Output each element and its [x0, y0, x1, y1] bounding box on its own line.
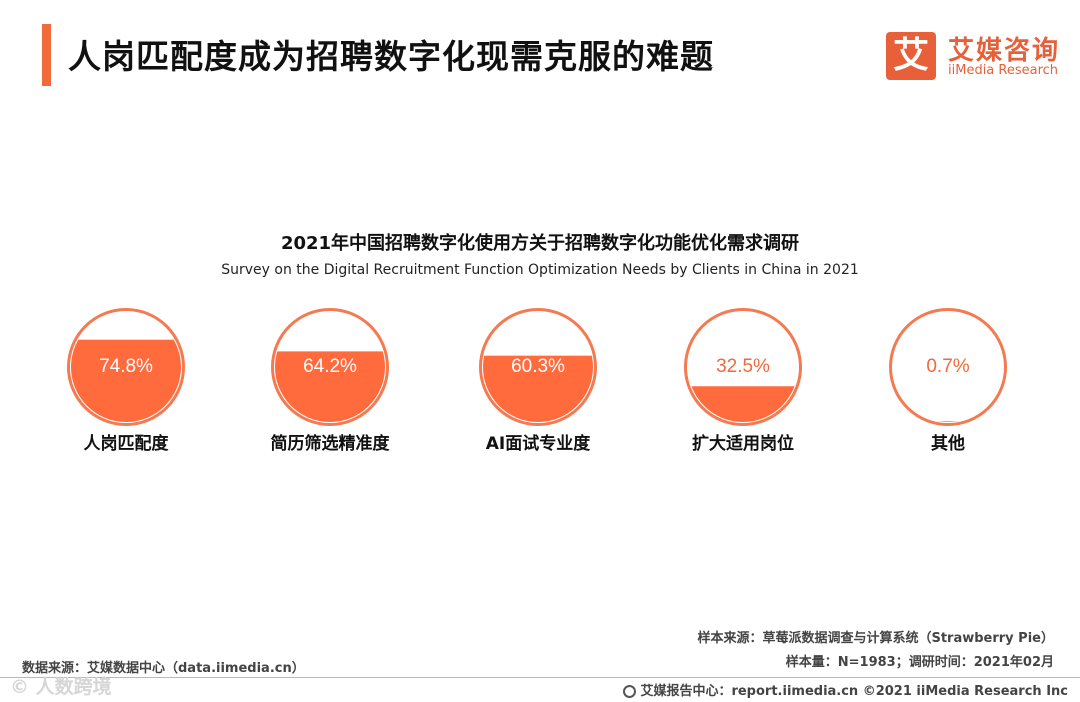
value-label: 74.8%: [99, 356, 153, 377]
footer-divider: [0, 677, 1080, 678]
report-center-text: 艾媒报告中心：report.iimedia.cn ©2021 iiMedia R…: [640, 684, 1068, 699]
fill-level: [688, 386, 798, 422]
page-title: 人岗匹配度成为招聘数字化现需克服的难题: [68, 37, 714, 76]
circle-item: 74.8% 人岗匹配度: [67, 308, 185, 454]
category-label: 扩大适用岗位: [692, 433, 794, 454]
category-label: 人岗匹配度: [84, 433, 170, 454]
chart-subtitle: Survey on the Digital Recruitment Functi…: [221, 262, 859, 278]
category-label: 简历筛选精准度: [271, 433, 391, 454]
category-label: 其他: [931, 433, 965, 454]
report-center-note: 艾媒报告中心：report.iimedia.cn ©2021 iiMedia R…: [623, 680, 1068, 699]
value-label: 60.3%: [511, 356, 565, 377]
circle-outline: [889, 308, 1007, 426]
category-label: AI面试专业度: [486, 433, 591, 454]
circle-item: 32.5% 扩大适用岗位: [684, 308, 802, 454]
globe-icon: [623, 685, 637, 698]
circle-outline: [271, 308, 389, 426]
watermark: © 人数跨境: [10, 676, 112, 698]
fill-level: [893, 421, 1003, 422]
circle-item: 0.7% 其他: [889, 308, 1007, 454]
logo-mark: 艾: [886, 32, 936, 80]
brand-logo: 艾 艾媒咨询 iiMedia Research: [886, 30, 1066, 82]
circle-outline: [684, 308, 802, 426]
circle-item: 64.2% 简历筛选精准度: [271, 308, 391, 454]
data-source-note: 数据来源：艾媒数据中心（data.iimedia.cn）: [22, 661, 305, 676]
value-label: 0.7%: [926, 356, 969, 377]
title-accent-bar: [42, 24, 51, 86]
value-label: 64.2%: [303, 356, 357, 377]
sample-size-note: 样本量：N=1983；调研时间：2021年02月: [785, 655, 1054, 670]
logo-chinese-name: 艾媒咨询: [948, 36, 1061, 66]
circle-outline: [479, 308, 597, 426]
sample-source-note: 样本来源：草莓派数据调查与计算系统（Strawberry Pie）: [697, 631, 1054, 646]
circle-item: 60.3% AI面试专业度: [479, 308, 597, 454]
value-label: 32.5%: [716, 356, 770, 377]
logo-english-name: iiMedia Research: [948, 63, 1059, 78]
circle-outline: [67, 308, 185, 426]
chart-title: 2021年中国招聘数字化使用方关于招聘数字化功能优化需求调研: [280, 233, 800, 254]
